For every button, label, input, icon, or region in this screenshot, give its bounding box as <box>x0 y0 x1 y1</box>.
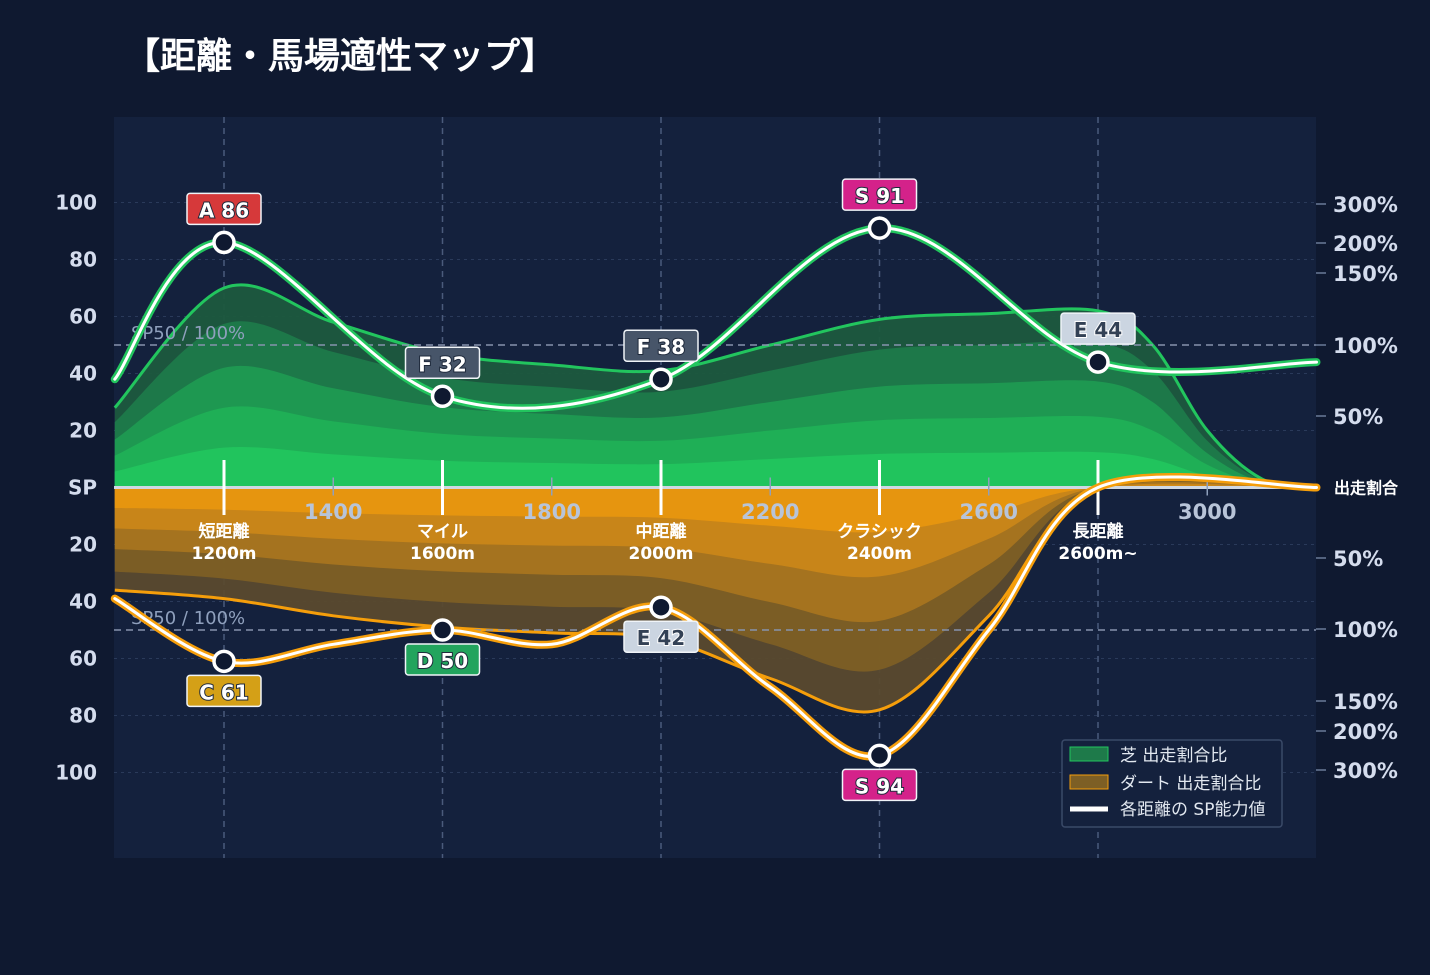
category-label: 中距離 <box>636 521 687 542</box>
ratio-tick-label: 150% <box>1333 690 1398 714</box>
category-distance: 2000m <box>628 544 693 564</box>
ratio-axis-label: 出走割合 <box>1334 479 1399 498</box>
turf-rank-badge <box>1060 312 1136 345</box>
chart-title: 【距離・馬場適性マップ】 <box>124 36 556 77</box>
turf-rank-label: A 86 <box>199 198 249 222</box>
ratio-tick-label: 150% <box>1333 262 1398 286</box>
y-tick-label: 20 <box>69 533 97 557</box>
x-tick-label: 1400 <box>304 500 362 524</box>
x-tick-label: 1800 <box>523 500 581 524</box>
category-label: マイル <box>417 522 468 542</box>
y-tick-label: 40 <box>69 590 97 614</box>
dirt-area-band <box>114 485 1317 533</box>
category-distance: 1600m <box>410 544 475 564</box>
legend-box <box>1061 739 1283 828</box>
turf-area-band <box>114 446 1317 488</box>
ratio-tick-label: 100% <box>1333 618 1398 642</box>
category-distance: 2400m <box>847 544 912 564</box>
legend-label-turf: 芝 出走割合比 <box>1120 746 1227 766</box>
y-tick-label: 40 <box>69 362 97 386</box>
sp50-label: SP50 / 100% <box>131 323 245 344</box>
dirt-rank-badge <box>841 768 918 802</box>
sp50-label: SP50 / 100% <box>131 608 245 629</box>
dirt-sp-marker <box>649 595 673 619</box>
turf-rank-badge <box>841 178 918 211</box>
turf-sp-marker <box>430 384 455 409</box>
area-layer <box>113 283 1317 714</box>
x-tick-label: 2600 <box>960 500 1018 524</box>
axes-layer: SP50 / 100% SP50 / 100% 1400 1800 2200 2600 30… <box>55 191 1399 785</box>
ratio-tick-label: 300% <box>1333 193 1398 217</box>
legend-swatch-dirt <box>1069 774 1109 790</box>
category-label: 短距離 <box>199 521 250 542</box>
turf-rank-badge <box>623 329 699 362</box>
ratio-tick-label: 200% <box>1333 232 1398 256</box>
dirt-sp-marker <box>430 618 455 642</box>
y-tick-label: 20 <box>69 419 97 443</box>
ratio-tick-label: 50% <box>1333 405 1383 429</box>
dirt-rank-badge <box>404 643 481 676</box>
dirt-rank-badge <box>186 674 262 708</box>
legend-label-dirt: ダート 出走割合比 <box>1120 774 1261 794</box>
turf-rank-label: F 32 <box>418 352 466 376</box>
y-tick-label: 80 <box>69 248 97 272</box>
dirt-rank-badge <box>623 620 699 653</box>
y-tick-label: 60 <box>69 305 97 329</box>
dirt-rank-label: D 50 <box>417 649 468 673</box>
turf-sp-marker <box>1086 350 1110 374</box>
legend-label-sp: 各距離の SP能力値 <box>1120 800 1265 820</box>
dirt-sp-line <box>113 475 1318 759</box>
y-tick-label: 100 <box>55 761 97 785</box>
dirt-rank-label: E 42 <box>637 626 685 650</box>
y-tick-label: 80 <box>69 704 97 728</box>
x-tick-label: 2200 <box>741 500 799 524</box>
turf-rank-label: S 91 <box>855 184 904 208</box>
dirt-rank-label: C 61 <box>199 680 248 704</box>
category-distance: 1200m <box>191 544 256 564</box>
y-tick-label: SP <box>68 476 97 500</box>
y-tick-label: 100 <box>55 191 97 215</box>
turf-area-outline <box>113 283 1317 489</box>
y-tick-label: 60 <box>69 647 97 671</box>
category-label: クラシック <box>837 522 922 542</box>
ratio-tick-label: 100% <box>1333 334 1398 358</box>
dirt-sp-marker <box>212 649 236 674</box>
turf-rank-badge <box>404 346 481 380</box>
marker-layer: A 86 F 32 F 38 S 91 E 44 C 61 D 50 E 42 S 94 <box>186 178 1136 802</box>
category-label: 長距離 <box>1073 521 1124 542</box>
category-distance: 2600m~ <box>1058 544 1137 564</box>
turf-rank-label: F 38 <box>637 335 685 359</box>
ratio-tick-label: 200% <box>1333 720 1398 744</box>
ratio-tick-label: 300% <box>1333 759 1398 783</box>
turf-sp-marker <box>212 230 236 255</box>
turf-rank-badge <box>186 192 262 226</box>
dirt-sp-marker <box>867 743 892 768</box>
dirt-rank-label: S 94 <box>855 774 904 798</box>
turf-sp-marker <box>867 216 892 240</box>
x-tick-label: 3000 <box>1178 500 1236 524</box>
turf-sp-marker <box>649 367 673 391</box>
legend-swatch-turf <box>1069 746 1109 762</box>
ratio-tick-label: 50% <box>1333 547 1383 571</box>
turf-rank-label: E 44 <box>1074 318 1122 342</box>
